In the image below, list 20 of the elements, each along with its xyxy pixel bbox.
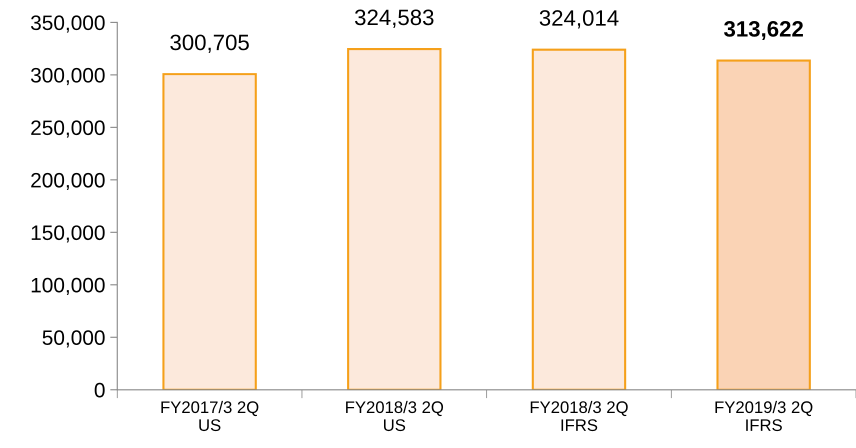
data-label: 313,622 bbox=[724, 21, 803, 40]
y-tick-label: 100,000 bbox=[32, 278, 105, 296]
x-tick-label: FY2018/3 2Q IFRS bbox=[530, 400, 628, 432]
y-tick-label: 150,000 bbox=[32, 225, 105, 243]
y-tick-label: 50,000 bbox=[42, 330, 105, 348]
y-tick-label: 200,000 bbox=[31, 172, 105, 190]
bar bbox=[532, 48, 626, 390]
y-tick-label: 250,000 bbox=[31, 120, 105, 138]
y-tick-label: 350,000 bbox=[30, 15, 105, 33]
x-tick-label: FY2017/3 2Q US bbox=[161, 400, 258, 432]
x-tick-label: FY2019/3 2Q IFRS bbox=[715, 400, 812, 432]
x-tick-label: FY2018/3 2Q US bbox=[346, 400, 444, 432]
bar bbox=[347, 48, 442, 390]
y-tick-label: 0 bbox=[94, 382, 105, 398]
y-tick-label: 300,000 bbox=[30, 68, 105, 86]
data-label: 324,014 bbox=[540, 10, 618, 28]
bar bbox=[162, 73, 257, 390]
data-label: 300,705 bbox=[170, 34, 249, 53]
data-label: 324,583 bbox=[354, 10, 434, 28]
bar bbox=[716, 60, 811, 390]
